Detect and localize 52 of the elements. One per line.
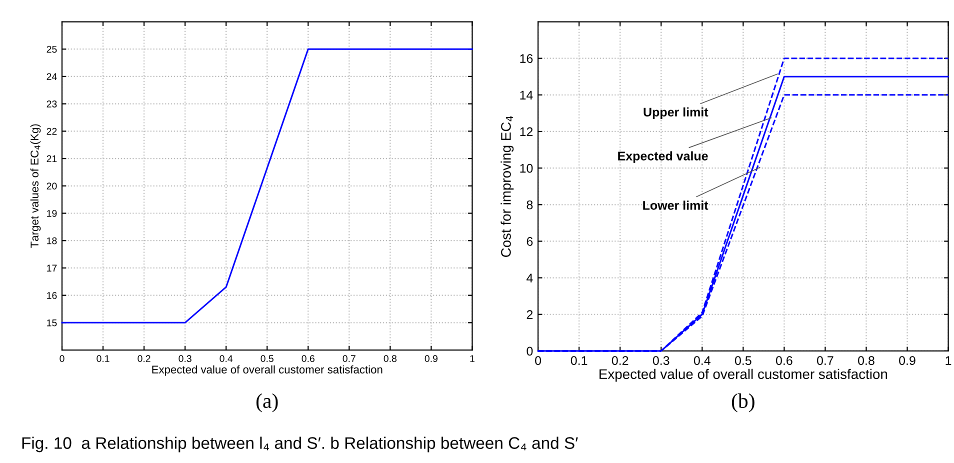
y-tick-label: 21	[46, 155, 57, 162]
x-tick-label: 0.8	[858, 356, 874, 365]
y-tick-label: 4	[526, 274, 533, 282]
caption: Fig. 10 a Relationship between l₄ and S′. b Relationship between C₄ and S′	[22, 436, 578, 452]
x-tick-label: 0.4	[694, 356, 710, 365]
y-tick-label: 25	[46, 46, 57, 53]
annotation: Upper limit	[644, 107, 708, 120]
x-axis-title: Expected value of overall customer satisfaction	[152, 365, 382, 376]
x-tick-label: 0.7	[817, 356, 834, 365]
x-tick-label: 0.9	[899, 356, 916, 365]
y-tick-label: 24	[46, 73, 57, 80]
x-axis-title: Expected value of overall customer satisfaction	[600, 368, 888, 382]
x-tick-label: 0.1	[96, 355, 110, 362]
y-tick-label: 14	[520, 90, 533, 100]
text: (b)	[732, 393, 754, 412]
y-axis-title: Target values of EC$_{4}$(Kg)	[30, 124, 41, 248]
x-tick-label: 1	[946, 356, 952, 365]
x-tick-label: 1	[470, 355, 474, 362]
x-tick-label: 0.8	[384, 355, 397, 362]
y-tick-label: 16	[47, 292, 57, 299]
text: (a)	[256, 393, 278, 412]
y-tick-label: 19	[47, 210, 57, 217]
y-tick-label: 22	[46, 128, 57, 135]
y-tick-label: 0	[526, 346, 533, 356]
x-tick-label: 0.2	[612, 356, 628, 365]
x-tick-label: 0	[60, 355, 64, 362]
x-tick-label: 0.3	[178, 355, 192, 362]
annotation: Lower limit	[643, 200, 708, 210]
y-tick-label: 16	[520, 54, 533, 63]
y-tick-label: 12	[520, 127, 533, 136]
x-tick-label: 0.5	[260, 355, 274, 362]
y-tick-label: 18	[47, 237, 57, 244]
x-tick-label: 0.3	[652, 356, 670, 365]
x-tick-label: 0.7	[342, 355, 356, 362]
y-tick-label: 10	[520, 164, 533, 173]
x-tick-label: 0	[535, 356, 542, 365]
x-tick-label: 0.9	[424, 355, 438, 362]
y-tick-label: 8	[526, 200, 533, 210]
x-tick-label: 0.1	[570, 356, 588, 365]
y-tick-label: 23	[46, 100, 57, 108]
y-tick-label: 17	[47, 264, 57, 272]
y-tick-label: 6	[526, 237, 533, 246]
y-axis-title: Cost for improving EC$_{4}$	[500, 116, 514, 257]
x-tick-label: 0.4	[220, 355, 233, 362]
y-tick-label: 20	[46, 182, 57, 190]
x-tick-label: 0.5	[734, 356, 752, 365]
x-tick-label: 0.6	[302, 355, 314, 362]
x-tick-label: 0.2	[138, 355, 150, 362]
x-tick-label: 0.6	[776, 356, 792, 365]
y-tick-label: 2	[526, 310, 533, 319]
y-tick-label: 15	[47, 320, 57, 326]
annotation: Expected value	[618, 151, 708, 163]
